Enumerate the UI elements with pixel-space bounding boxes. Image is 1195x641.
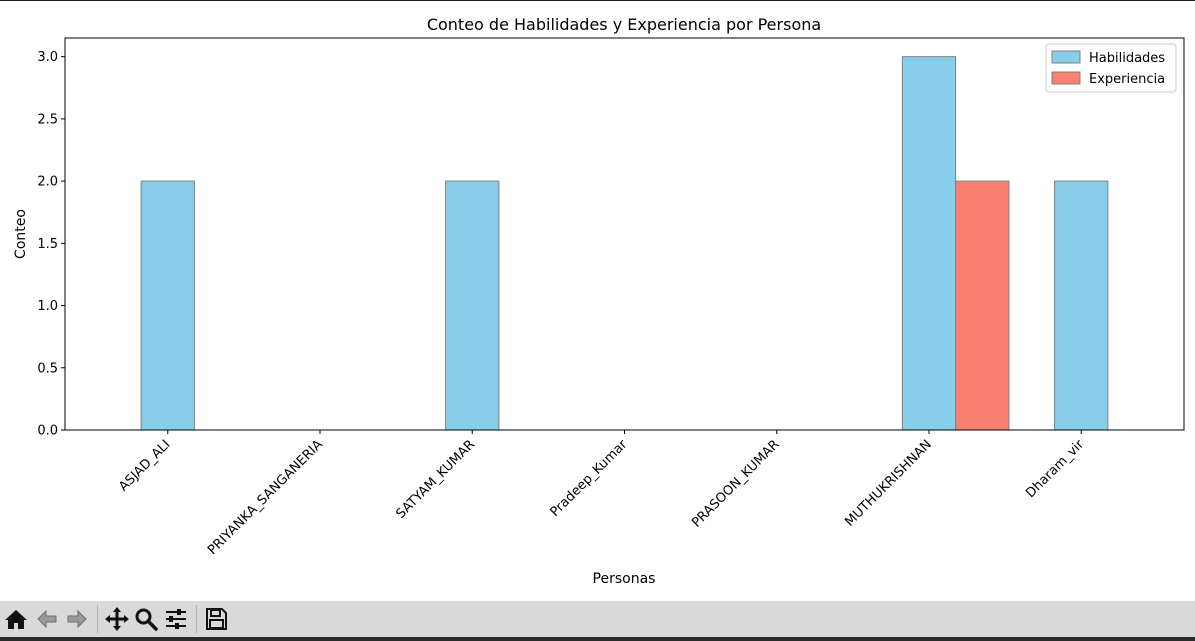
window-top-border bbox=[0, 0, 1195, 1]
save-button[interactable] bbox=[202, 606, 230, 632]
bar-habilidades-satyam-kumar bbox=[445, 180, 500, 431]
terminal-strip bbox=[0, 637, 1195, 641]
x-axis-label: Personas bbox=[593, 571, 656, 587]
legend-label-habilidades: Habilidades bbox=[1089, 51, 1165, 66]
home-icon bbox=[5, 610, 27, 629]
bar-habilidades-dharam-vir bbox=[1054, 180, 1109, 431]
pan-button[interactable] bbox=[103, 606, 131, 632]
zoom-button[interactable] bbox=[132, 606, 160, 632]
x-tick-label: Dharam_vir bbox=[1023, 437, 1087, 501]
move-icon bbox=[105, 607, 129, 631]
x-tick-label: ASJAD_ALI bbox=[116, 437, 173, 494]
y-tick-label: 1.5 bbox=[37, 237, 58, 252]
toolbar-separator bbox=[196, 605, 197, 633]
y-axis-label: Conteo bbox=[13, 209, 29, 259]
legend-swatch-experiencia bbox=[1051, 71, 1081, 85]
x-tick-label: SATYAM_KUMAR bbox=[393, 437, 478, 522]
forward-button[interactable] bbox=[63, 606, 91, 632]
x-tick-label: PRIYANKA_SANGANERIA bbox=[205, 437, 326, 558]
toolbar-separator bbox=[97, 605, 98, 633]
floppy-disk-icon bbox=[206, 608, 227, 630]
arrow-right-icon bbox=[67, 609, 87, 629]
y-tick-label: 1.0 bbox=[37, 299, 58, 314]
bar-chart: Conteo de Habilidades y Experiencia por … bbox=[13, 15, 1185, 587]
y-tick-label: 2.0 bbox=[37, 175, 58, 190]
legend-label-experiencia: Experiencia bbox=[1089, 72, 1165, 87]
figure-canvas: Conteo de Habilidades y Experiencia por … bbox=[0, 1, 1195, 601]
bar-habilidades-asjad-ali bbox=[140, 180, 195, 431]
y-tick-label: 0.5 bbox=[37, 361, 58, 376]
x-tick-label: MUTHUKRISHNAN bbox=[842, 437, 934, 529]
home-button[interactable] bbox=[2, 606, 30, 632]
chart-title: Conteo de Habilidades y Experiencia por … bbox=[427, 15, 821, 34]
y-tick-label: 2.5 bbox=[37, 112, 58, 127]
magnifier-icon bbox=[135, 608, 158, 631]
y-axis: 0.0 0.5 1.0 1.5 2.0 2.5 3.0 bbox=[37, 50, 65, 439]
navigation-toolbar bbox=[0, 601, 1195, 637]
x-tick-label: PRASOON_KUMAR bbox=[689, 437, 782, 530]
plot-frame bbox=[64, 37, 1185, 431]
y-tick-label: 0.0 bbox=[37, 424, 58, 439]
x-tick-label: Pradeep_Kumar bbox=[548, 437, 631, 520]
configure-subplots-button[interactable] bbox=[162, 606, 190, 632]
y-tick-label: 3.0 bbox=[37, 50, 58, 65]
x-axis: ASJAD_ALI PRIYANKA_SANGANERIA SATYAM_KUMAR… bbox=[116, 430, 1088, 558]
bar-experiencia-muthukrishnan bbox=[955, 180, 1010, 431]
bars-group bbox=[140, 56, 1109, 431]
bar-habilidades-muthukrishnan bbox=[901, 56, 957, 431]
back-button[interactable] bbox=[33, 606, 61, 632]
sliders-icon bbox=[166, 609, 186, 629]
legend-swatch-habilidades bbox=[1051, 50, 1081, 64]
legend: Habilidades Experiencia bbox=[1045, 43, 1177, 93]
arrow-left-icon bbox=[37, 609, 57, 629]
